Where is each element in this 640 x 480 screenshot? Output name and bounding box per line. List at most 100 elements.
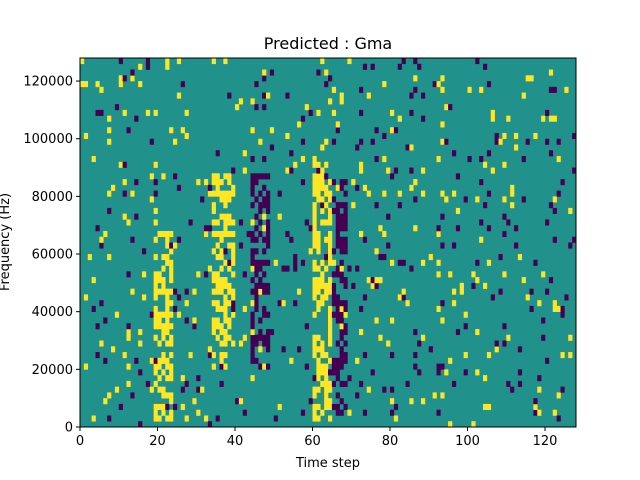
heatmap-cell-low [254, 81, 259, 88]
heatmap-cell-high [316, 248, 321, 255]
heatmap-cell-low [262, 184, 267, 191]
heatmap-cell-high [157, 271, 162, 278]
heatmap-cell-high [289, 357, 294, 364]
heatmap-cell-high [312, 346, 317, 353]
heatmap-cell-low [258, 259, 263, 266]
heatmap-cell-low [196, 386, 201, 393]
heatmap-cell-low [390, 352, 395, 359]
y-tick-label: 100000 [23, 132, 73, 147]
heatmap-cell-low [176, 184, 182, 191]
heatmap-cell-low [266, 196, 271, 203]
heatmap-cell-low [494, 138, 499, 145]
heatmap-cell-low [409, 167, 414, 174]
heatmap-cell-low [339, 363, 344, 370]
heatmap-cell-low [242, 409, 247, 416]
heatmap-cell-high [312, 242, 317, 249]
heatmap-cell-low [215, 415, 220, 422]
heatmap-cell-high [312, 392, 317, 399]
heatmap-cell-high [386, 340, 391, 347]
heatmap-cell-low [153, 190, 158, 197]
heatmap-cell-low [254, 294, 259, 301]
heatmap-cell-low [231, 167, 236, 174]
heatmap-cell-high [219, 213, 224, 220]
heatmap-cell-high [479, 236, 484, 243]
heatmap-cell-high [343, 311, 348, 318]
heatmap-cell-high [165, 328, 170, 336]
heatmap-cell-high [219, 236, 224, 243]
heatmap-cell-high [440, 392, 445, 399]
heatmap-cell-high [293, 161, 298, 168]
heatmap-cell-low [362, 352, 368, 359]
heatmap-cell-high [324, 265, 329, 272]
heatmap-cell-high [405, 300, 410, 307]
heatmap-cell-low [339, 409, 344, 416]
heatmap-cell-low [475, 259, 480, 266]
heatmap-cell-low [436, 225, 441, 232]
heatmap-cell-low [130, 69, 135, 76]
heatmap-cell-high [157, 277, 162, 284]
heatmap-cell-low [390, 409, 395, 416]
heatmap-cell-low [273, 415, 278, 422]
heatmap-cell-high [231, 311, 236, 318]
heatmap-cell-high [211, 277, 216, 284]
heatmap-cell-low [483, 202, 488, 209]
heatmap-cell-low [517, 369, 523, 376]
heatmap-cell-high [153, 207, 158, 214]
heatmap-cell-high [219, 305, 224, 312]
heatmap-cell-high [370, 282, 375, 289]
heatmap-cell-low [293, 254, 298, 261]
heatmap-cell-high [227, 179, 232, 186]
heatmap-cell-low [331, 294, 337, 301]
chart-title: Predicted : Gma [264, 34, 392, 53]
heatmap-cell-low [545, 138, 550, 145]
heatmap-cell-high [324, 392, 329, 399]
heatmap-cell-high [223, 317, 228, 324]
heatmap-cell-low [266, 288, 271, 295]
heatmap-cell-low [262, 196, 267, 203]
heatmap-cell-low [339, 317, 344, 324]
heatmap-cell-high [157, 311, 162, 318]
heatmap-cell-high [153, 311, 158, 318]
heatmap-cell-low [355, 265, 360, 272]
heatmap-cell-high [169, 300, 174, 307]
heatmap-cell-low [262, 92, 267, 99]
heatmap-cell-high [312, 277, 317, 284]
heatmap-cell-high [169, 375, 174, 382]
heatmap-cell-low [351, 282, 356, 289]
heatmap-cell-high [328, 311, 333, 318]
heatmap-cell-low [266, 242, 271, 249]
heatmap-cell-low [285, 265, 290, 272]
heatmap-cell-low [564, 294, 569, 301]
heatmap-cell-low [258, 277, 263, 284]
heatmap-cell-high [316, 173, 321, 180]
heatmap-cell-high [165, 63, 170, 70]
heatmap-cell-high [316, 282, 321, 289]
heatmap-cell-low [126, 323, 131, 330]
heatmap-cell-low [331, 179, 337, 186]
heatmap-cell-high [452, 300, 457, 307]
heatmap-cell-high [99, 86, 104, 93]
heatmap-cell-low [250, 230, 255, 238]
heatmap-cell-high [312, 184, 317, 191]
heatmap-cell-low [339, 271, 344, 278]
heatmap-cell-high [266, 92, 271, 99]
heatmap-cell-low [254, 305, 259, 312]
heatmap-cell-low [475, 58, 480, 65]
heatmap-cell-low [180, 81, 185, 88]
heatmap-cell-low [95, 109, 100, 116]
heatmap-cell-low [184, 380, 189, 387]
heatmap-cell-high [80, 81, 85, 88]
heatmap-cell-low [343, 179, 348, 186]
heatmap-cell-high [80, 58, 85, 65]
heatmap-cell-low [382, 386, 387, 393]
heatmap-cell-low [328, 369, 333, 376]
heatmap-cell-low [258, 328, 263, 336]
heatmap-cell-high [339, 265, 344, 272]
heatmap-cell-low [145, 380, 151, 387]
heatmap-cell-high [320, 184, 325, 191]
heatmap-cell-low [413, 363, 418, 370]
heatmap-cell-high [320, 173, 325, 180]
heatmap-cell-high [161, 352, 166, 359]
heatmap-cell-low [266, 236, 271, 243]
y-tick-label: 80000 [32, 190, 73, 205]
